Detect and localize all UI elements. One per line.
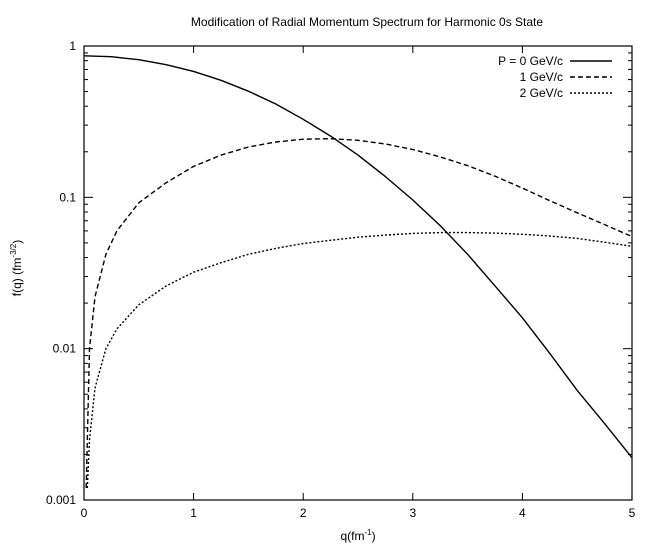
x-tick-label: 1 [190,506,197,520]
series-line-2-gev-c [86,231,633,489]
legend-label-p-0-gev-c: P = 0 GeV/c [498,54,563,68]
y-tick-label: 0.1 [59,190,76,204]
y-tick-label: 0.001 [46,493,76,507]
x-tick-label: 5 [629,506,636,520]
x-tick-label: 2 [300,506,307,520]
legend-label-1-gev-c: 1 GeV/c [520,70,563,84]
x-axis-label-superscript: -1 [364,528,372,537]
y-tick-label: 1 [69,39,76,53]
x-axis-label-base: q(fm [340,529,364,543]
chart-title: Modification of Radial Momentum Spectrum… [191,15,543,29]
series-line-1-gev-c [85,137,633,489]
x-axis-label-tail: ) [372,529,376,543]
legend: P = 0 GeV/c 1 GeV/c 2 GeV/c [498,54,612,100]
x-axis-label: q(fm-1) [340,528,375,543]
x-tick-label: 3 [409,506,416,520]
series-line-p-0-gev-c [83,55,633,459]
x-tick-label: 4 [519,506,526,520]
legend-label-2-gev-c: 2 GeV/c [520,86,563,100]
plot-frame [83,45,633,501]
plot-series [83,55,633,489]
y-axis-label-base: f(q) (fm [10,258,24,297]
y-axis-label-superscript: -3/2 [9,243,18,257]
y-axis-label: f(q) (fm-3/2) [9,240,24,296]
x-tick-label: 0 [81,506,88,520]
y-axis-label-tail: ) [10,240,24,244]
y-tick-label: 0.01 [53,342,77,356]
axis-ticks: 0 1 2 3 4 5 0.001 0.01 0.1 1 [46,39,636,520]
